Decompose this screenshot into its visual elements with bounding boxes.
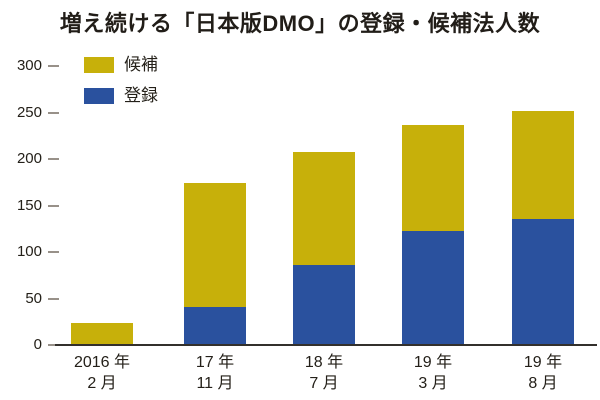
bar-segment-登録-4 (402, 230, 464, 345)
bar-segment-登録-2 (184, 306, 246, 345)
legend-item-2: 登録 (84, 86, 158, 105)
legend-label: 候補 (124, 55, 158, 74)
x-axis-tick-label: 17 年 11 月 (165, 352, 265, 394)
legend-item-1: 候補 (84, 55, 158, 74)
x-axis-tick-label: 2016 年 2 月 (52, 352, 152, 394)
y-axis-tick-mark (48, 111, 59, 114)
bar-segment-候補-3 (293, 151, 355, 265)
bar-segment-登録-5 (512, 218, 574, 345)
x-axis-label-line-1: 17 年 (195, 354, 235, 371)
bar-segment-登録-3 (293, 265, 355, 345)
y-axis-tick-mark (48, 158, 59, 160)
y-axis-tick-label: 300 (16, 57, 42, 74)
y-axis-tick-mark (48, 344, 59, 346)
x-axis-label-line-2: 2 月 (87, 375, 117, 392)
y-axis-tick-mark (48, 297, 59, 300)
x-axis-label-line-2: 7 月 (309, 375, 339, 392)
y-axis-tick-mark (48, 251, 59, 253)
legend-swatch-icon (84, 57, 114, 73)
y-axis-tick-label: 50 (25, 289, 42, 307)
x-axis-label-line-2: 8 月 (528, 375, 558, 392)
x-axis-label-line-1: 19 年 (413, 354, 453, 371)
x-axis-label-line-1: 18 年 (304, 354, 344, 371)
bar-segment-候補-2 (184, 183, 246, 307)
bar-segment-候補-4 (402, 124, 464, 231)
x-axis-label-line-1: 2016 年 (73, 354, 131, 371)
legend-swatch-icon (84, 88, 114, 104)
chart-title: 増え続ける「日本版DMO」の登録・候補法人数 (59, 11, 541, 36)
x-axis-label-line-2: 3 月 (418, 375, 448, 392)
x-axis-tick-label: 18 年 7 月 (274, 352, 374, 394)
x-axis-label-line-2: 11 月 (196, 375, 234, 392)
x-axis-line (55, 344, 597, 346)
legend-label: 登録 (124, 86, 158, 105)
bar-segment-候補-1 (71, 322, 133, 345)
y-axis-tick-label: 250 (16, 103, 42, 121)
y-axis-tick-mark (48, 65, 59, 67)
x-axis-tick-label: 19 年 8 月 (493, 352, 593, 394)
x-axis-label-line-1: 19 年 (523, 354, 563, 371)
y-axis-tick-mark (48, 204, 59, 207)
bar-segment-候補-5 (512, 110, 574, 219)
y-axis-tick-label: 0 (33, 336, 42, 353)
y-axis-tick-label: 150 (16, 196, 42, 214)
x-axis-tick-label: 19 年 3 月 (383, 352, 483, 394)
y-axis-tick-label: 200 (16, 150, 42, 167)
y-axis-tick-label: 100 (16, 243, 42, 260)
